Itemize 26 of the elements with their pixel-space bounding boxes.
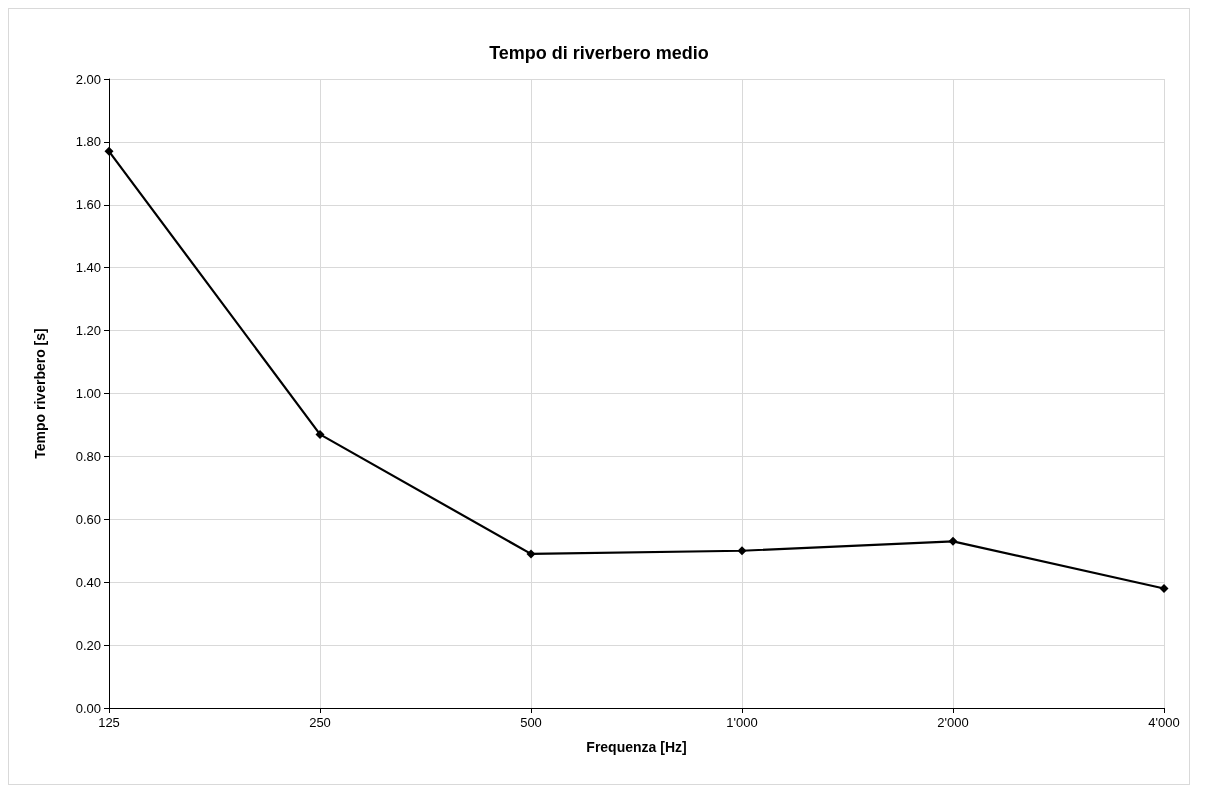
x-tick-label: 1'000 [726, 715, 758, 730]
y-tick-label: 0.00 [75, 700, 101, 716]
x-tick-label: 2'000 [937, 715, 969, 730]
y-tick-label: 1.20 [75, 323, 101, 339]
y-tick-label: 0.20 [75, 637, 101, 653]
y-tick-label: 1.60 [75, 197, 101, 213]
y-tick-label: 0.60 [75, 511, 101, 527]
x-tick-label: 250 [309, 715, 331, 730]
x-tick-label: 4'000 [1148, 715, 1180, 730]
y-tick-label: 1.80 [75, 134, 101, 150]
y-tick-label: 2.00 [75, 71, 101, 87]
point [104, 146, 114, 156]
y-axis-title: Tempo riverbero [s] [32, 328, 48, 459]
x-axis-title: Frequenza [Hz] [586, 739, 687, 755]
point [526, 549, 536, 559]
point [948, 536, 958, 546]
y-tick-label: 1.40 [75, 260, 101, 276]
point [1159, 583, 1169, 593]
x-tick-label: 125 [98, 715, 120, 730]
point [737, 546, 747, 556]
chart-title: Tempo di riverbero medio [489, 43, 709, 63]
x-tick-label: 500 [520, 715, 542, 730]
y-tick-label: 0.80 [75, 448, 101, 464]
point [315, 429, 325, 439]
y-tick-label: 1.00 [75, 386, 101, 401]
y-tick-label: 0.40 [75, 574, 101, 590]
